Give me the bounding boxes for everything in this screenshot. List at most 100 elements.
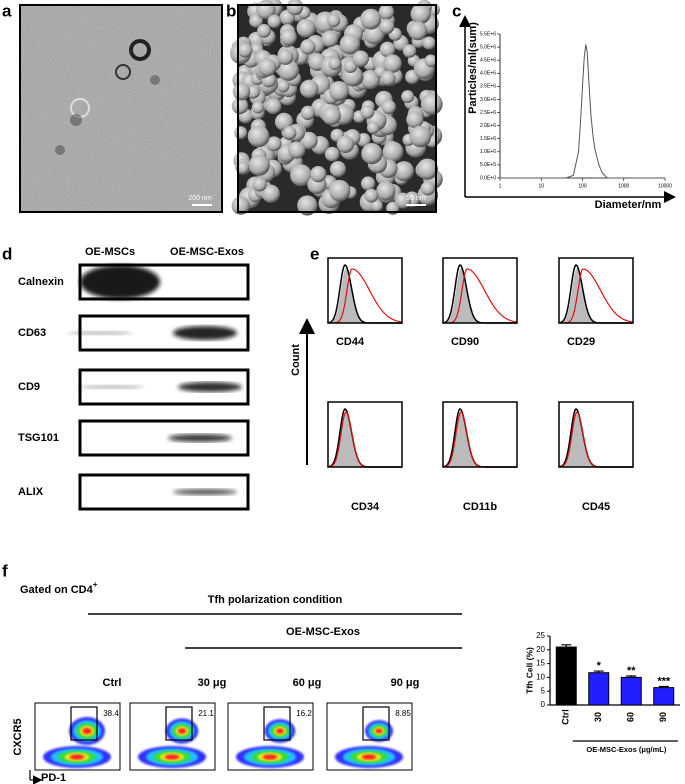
scale-bar-label: 50 nm — [406, 195, 426, 202]
gate — [362, 706, 390, 741]
marker-line — [327, 268, 403, 324]
vesicle — [267, 14, 282, 29]
vesicle — [361, 143, 383, 165]
y-tick-label: 5.5E+6 — [480, 31, 496, 37]
y-tick-label: 5.0E+5 — [480, 162, 496, 168]
panel-label: f — [2, 561, 8, 580]
vesicle — [329, 160, 347, 178]
density — [177, 728, 187, 734]
vesicle — [296, 18, 316, 38]
panel-label: c — [452, 1, 461, 20]
vesicle — [379, 18, 395, 35]
row-label: CD63 — [18, 327, 46, 339]
row-label: Calnexin — [18, 276, 64, 288]
vesicle — [248, 154, 270, 176]
size-distribution — [500, 44, 665, 179]
vesicle — [252, 177, 267, 192]
vesicle — [360, 176, 376, 191]
vesicle — [277, 59, 300, 81]
y-tick-label: 4.5E+6 — [480, 58, 496, 64]
vesicle — [257, 58, 277, 77]
y-tick-label: 5 — [541, 686, 546, 695]
vesicle — [382, 141, 404, 163]
y-tick-label: 2.5E+6 — [480, 110, 496, 116]
vesicle — [420, 93, 443, 115]
blot-frame — [78, 314, 250, 352]
isotype-fill — [559, 412, 633, 467]
gate-percent: 8.85 — [395, 709, 411, 718]
x-tick-label: 10 — [538, 183, 544, 189]
x-tick-label: Ctrl — [561, 709, 571, 725]
panel-label: d — [2, 244, 12, 263]
vesicle — [277, 80, 290, 93]
blot-band — [80, 265, 160, 299]
error-bar — [593, 670, 604, 673]
scale-bar-label: 200 nm — [188, 195, 212, 202]
gate-percent: 21.1 — [198, 709, 214, 718]
x-tick-label: 100 — [578, 183, 587, 189]
y-axis-label: Tfh Cell (%) — [524, 647, 534, 694]
vesicle — [234, 126, 248, 140]
vesicle — [231, 196, 250, 215]
vesicle — [249, 13, 264, 28]
panel-label: b — [226, 1, 236, 20]
vesicle — [299, 79, 319, 99]
vesicle — [401, 90, 415, 104]
micrograph-a: 200 nm — [19, 4, 223, 213]
error-bar — [626, 675, 637, 678]
gate — [70, 706, 98, 741]
micrograph-b — [229, 0, 443, 216]
vesicle — [280, 28, 297, 46]
vesicle — [378, 4, 395, 20]
y-tick-label: 1.0E+6 — [480, 149, 496, 155]
y-tick-label: 15 — [536, 659, 545, 668]
histogram-frame — [558, 401, 634, 468]
row-label: ALIX — [18, 486, 44, 498]
gate-percent: 16.2 — [296, 709, 312, 718]
vesicle — [424, 54, 438, 68]
x-axis-label: Diameter/nm — [595, 199, 662, 211]
gate-percent: 38.4 — [103, 709, 119, 718]
vesicle — [381, 99, 396, 115]
x-tick-label: 90 — [658, 712, 668, 722]
density — [164, 754, 180, 760]
vesicle — [422, 36, 436, 50]
vesicle — [247, 125, 270, 148]
vesicle — [283, 126, 297, 140]
flow-histograms: Count CD44 CD90 CD29 CD34 CD11b CD45 — [290, 257, 634, 513]
vesicle — [327, 13, 341, 28]
vesicle — [380, 70, 396, 86]
vesicle — [261, 184, 281, 203]
y-tick-label: 3.0E+6 — [480, 97, 496, 103]
histogram-frame — [558, 257, 634, 324]
vesicle — [406, 110, 424, 129]
vesicle — [379, 41, 396, 58]
vesicle — [360, 8, 382, 30]
vesicle — [237, 42, 253, 58]
blot-band — [80, 385, 144, 389]
y-tick-label: 10 — [536, 673, 545, 682]
vesicle — [366, 121, 380, 134]
vesicle — [352, 50, 369, 67]
x-tick-label: 60 — [626, 712, 636, 722]
x-tick-label: 1000 — [618, 183, 629, 189]
blot-band — [168, 434, 232, 442]
histogram-frame — [327, 257, 403, 324]
vesicle — [251, 101, 265, 114]
density — [69, 754, 85, 760]
y-tick-label: 4.0E+6 — [480, 71, 496, 77]
vesicle — [265, 98, 282, 115]
group-label: OE-MSC-Exos (μg/mL) — [586, 745, 667, 754]
column-header: OE-MSCs — [85, 246, 135, 258]
vesicle — [410, 3, 431, 25]
isotype-fill — [443, 412, 517, 467]
isotype-fill — [559, 268, 633, 323]
bar — [653, 687, 675, 706]
vesicle — [408, 21, 428, 41]
significance: *** — [657, 675, 671, 687]
vesicle — [339, 33, 361, 55]
row-label: CD9 — [18, 381, 40, 393]
vesicle — [288, 141, 306, 159]
vesicle — [310, 166, 327, 183]
vesicle — [277, 49, 294, 65]
